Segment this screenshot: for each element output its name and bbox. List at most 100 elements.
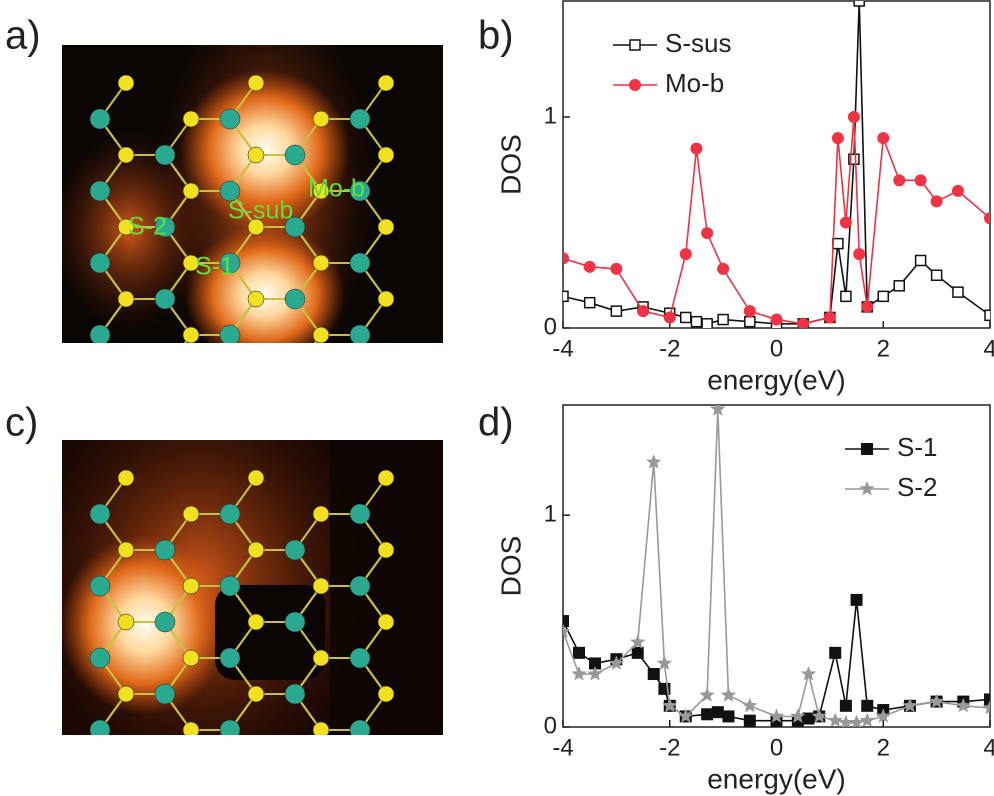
- atom: [89, 252, 111, 274]
- atom: [377, 469, 395, 487]
- marker: [770, 313, 783, 326]
- atom: [284, 144, 306, 166]
- marker: [838, 714, 854, 727]
- atom: [154, 216, 176, 238]
- marker: [877, 290, 889, 303]
- atom: [182, 649, 200, 667]
- atom: [219, 324, 241, 343]
- marker: [832, 237, 844, 250]
- atom: [155, 361, 175, 381]
- atom: [219, 252, 241, 274]
- marker: [952, 286, 964, 298]
- atom: [182, 110, 200, 128]
- atom: [284, 611, 306, 633]
- marker: [829, 646, 842, 659]
- x-tick-label: 2: [877, 335, 890, 362]
- x-axis-label: energy(eV): [707, 763, 846, 794]
- marker: [647, 668, 660, 681]
- marker: [861, 699, 874, 712]
- atom: [313, 399, 329, 415]
- bond: [229, 729, 235, 735]
- panel-label: d): [478, 401, 514, 445]
- marker: [984, 212, 990, 225]
- line: [563, 1, 990, 325]
- atom: [312, 254, 330, 272]
- marker: [984, 693, 990, 706]
- atom: [219, 647, 241, 669]
- marker: [583, 296, 596, 309]
- marker: [930, 269, 943, 282]
- marker: [877, 132, 890, 145]
- panel-label: b): [478, 14, 514, 58]
- marker: [662, 697, 678, 713]
- atom: [89, 324, 111, 343]
- marker: [859, 712, 875, 727]
- atom: [154, 683, 176, 705]
- bond: [316, 729, 322, 735]
- atom: [378, 363, 394, 379]
- series: [563, 593, 990, 727]
- marker: [914, 174, 927, 187]
- marker: [583, 260, 596, 273]
- marker: [839, 216, 852, 229]
- x-axis-label: energy(eV): [707, 364, 846, 395]
- marker: [610, 305, 623, 317]
- marker: [743, 714, 756, 727]
- atom: [247, 146, 265, 164]
- atom: [349, 108, 371, 130]
- x-tick-label: 2: [877, 734, 890, 761]
- stm-image-a: [62, 45, 443, 415]
- marker: [722, 710, 735, 723]
- marker: [875, 708, 891, 723]
- atom: [117, 613, 135, 631]
- marker: [861, 300, 874, 313]
- marker: [929, 693, 945, 709]
- atom: [219, 575, 241, 597]
- atom-label: S-sub: [228, 197, 293, 225]
- marker: [573, 646, 586, 659]
- marker: [679, 248, 692, 261]
- atom: [377, 685, 395, 703]
- atom: [247, 218, 265, 236]
- marker: [563, 290, 569, 303]
- atom: [117, 218, 135, 236]
- x-tick-label: 0: [770, 335, 783, 362]
- atom: [349, 503, 371, 525]
- marker: [563, 623, 571, 639]
- marker: [630, 634, 646, 649]
- atom: [154, 288, 176, 310]
- atom: [377, 74, 395, 92]
- atom: [219, 180, 241, 202]
- marker: [678, 708, 694, 723]
- atom: [117, 74, 135, 92]
- marker: [790, 708, 806, 723]
- marker: [610, 262, 623, 275]
- atom: [89, 108, 111, 130]
- atom: [349, 719, 371, 735]
- marker: [914, 254, 927, 267]
- bond: [295, 766, 321, 796]
- atom: [377, 290, 395, 308]
- x-tick-label: -2: [659, 734, 680, 761]
- atom: [349, 324, 371, 343]
- marker: [850, 593, 863, 606]
- marker: [637, 305, 650, 318]
- atom: [312, 505, 330, 523]
- atom: [117, 541, 135, 559]
- atom: [377, 218, 395, 236]
- legend-marker: [859, 481, 875, 496]
- atom-label: S-1: [195, 253, 234, 281]
- atom: [117, 146, 135, 164]
- bond: [316, 729, 322, 735]
- marker: [951, 184, 964, 197]
- atom: [247, 685, 265, 703]
- x-tick-label: 4: [983, 335, 994, 362]
- marker: [984, 309, 990, 322]
- atom: [248, 758, 264, 774]
- marker: [831, 132, 844, 145]
- atom: [183, 399, 199, 415]
- legend-label: S-1: [897, 432, 937, 462]
- x-tick-label: -2: [659, 335, 680, 362]
- panel-label: c): [5, 401, 38, 445]
- y-tick-label: 1: [544, 102, 557, 129]
